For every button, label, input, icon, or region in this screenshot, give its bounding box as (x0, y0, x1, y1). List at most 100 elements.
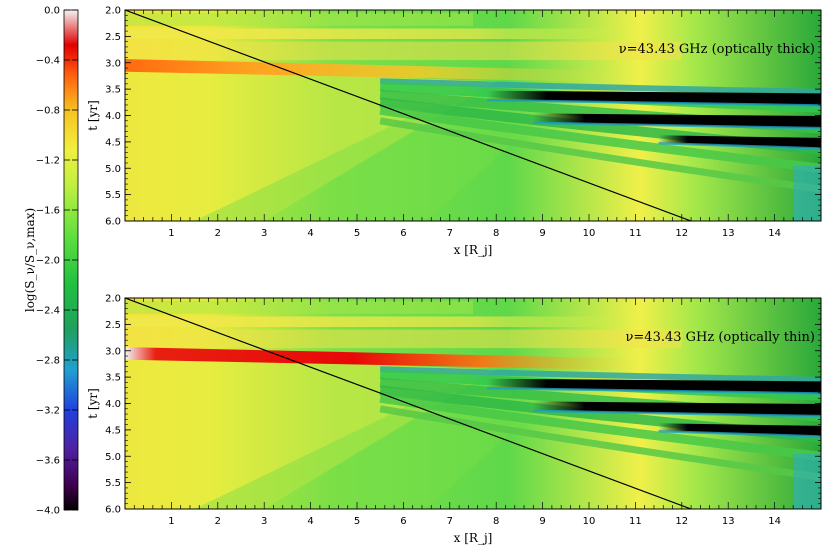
y-tick-label: 3.5 (105, 85, 121, 96)
x-tick-label: 6 (400, 516, 406, 527)
x-tick-label: 12 (675, 516, 688, 527)
x-tick-label: 14 (768, 228, 781, 239)
heatmap-cyan-edge (658, 141, 821, 150)
heatmap-streak (379, 105, 821, 173)
colorbar: 0.0 −0.4 −0.8 −1.2 −1.6 −2.0 −2.4 −2.8 −3.2 −3.6 −… (23, 6, 79, 517)
y-tick-label: 2.5 (105, 320, 121, 331)
y-tick-label: 3.0 (105, 58, 121, 69)
heatmap-cyan-patch (793, 165, 821, 221)
x-tick-label: 7 (447, 516, 453, 527)
heatmap-flare-band (125, 59, 613, 83)
colorbar-tick-label: −2.0 (36, 256, 60, 267)
y-tick-label: 2.0 (105, 294, 121, 305)
heatmap-cyan-patch (793, 453, 821, 509)
y-tick-label: 2.0 (105, 6, 121, 17)
heatmap-flare-band (125, 347, 636, 371)
panel-optically-thin: 1 2 3 4 5 6 7 8 9 10 11 12 13 142.02.53.03.54.04.55.0… (86, 294, 822, 545)
x-tick-label: 8 (493, 228, 499, 239)
colorbar-tick-label: −0.8 (36, 106, 60, 117)
colorbar-tick-label: −1.6 (36, 206, 60, 217)
heatmap-streak (379, 405, 821, 481)
colorbar-tick-label: −1.2 (36, 156, 60, 167)
x-tick-label: 10 (583, 516, 596, 527)
x-tick-label: 9 (539, 516, 545, 527)
heatmap-black-band (658, 423, 821, 437)
panel-annotation: ν=43.43 GHz (optically thin) (626, 330, 815, 345)
x-tick-label: 6 (400, 228, 406, 239)
x-axis-label: x [R_j] (454, 531, 493, 545)
x-tick-label: 10 (583, 228, 596, 239)
colorbar-tick-label: −3.2 (36, 406, 60, 417)
heatmap-black-band (533, 113, 821, 129)
x-tick-label: 13 (722, 228, 735, 239)
x-tick-label: 11 (629, 516, 642, 527)
heatmap-black-band (658, 135, 821, 149)
y-axis-label: t [yr] (86, 100, 100, 131)
heatmap-streak (379, 117, 821, 193)
colorbar-tick-label: −2.8 (36, 356, 60, 367)
colorbar-tick-label: 0.0 (44, 6, 60, 17)
y-axis-label: t [yr] (86, 388, 100, 419)
x-tick-label: 9 (539, 228, 545, 239)
heatmap-streak (380, 366, 821, 383)
heatmap-cyan-edge (533, 121, 821, 130)
y-tick-label: 6.0 (105, 505, 121, 516)
y-tick-label: 4.0 (105, 111, 121, 122)
trajectory-line (125, 10, 692, 221)
heatmap-black-band (533, 401, 821, 417)
heatmap (125, 298, 821, 509)
x-tick-label: 4 (307, 228, 313, 239)
heatmap-streak (379, 393, 821, 461)
x-tick-label: 5 (354, 516, 360, 527)
x-axis-label: x [R_j] (454, 243, 493, 257)
heatmap-black-band (486, 90, 821, 106)
y-tick-label: 3.5 (105, 373, 121, 384)
heatmap-cyan-edge (533, 409, 821, 418)
y-tick-label: 3.0 (105, 346, 121, 357)
panel-optically-thick: 1 2 3 4 5 6 7 8 9 10 11 12 13 142.02.53.03.54.04.55.0… (86, 6, 822, 257)
colorbar-tick-label: −4.0 (36, 506, 60, 517)
x-tick-label: 3 (261, 516, 267, 527)
heatmap-black-band (486, 378, 821, 394)
x-tick-label: 7 (447, 228, 453, 239)
y-tick-label: 5.5 (105, 190, 121, 201)
heatmap-cyan-edge (486, 98, 821, 107)
x-tick-label: 5 (354, 228, 360, 239)
heatmap-upper-band (125, 12, 473, 26)
colorbar-tick-label: −0.4 (36, 56, 60, 67)
panel-annotation: ν=43.43 GHz (optically thick) (619, 42, 815, 57)
x-tick-label: 1 (168, 516, 174, 527)
heatmap (125, 10, 821, 221)
colorbar-tick-label: −2.4 (36, 306, 60, 317)
y-tick-label: 5.0 (105, 164, 121, 175)
x-tick-label: 8 (493, 516, 499, 527)
colorbar-label: log(S_ν/S_ν,max) (23, 208, 37, 312)
x-tick-label: 1 (168, 228, 174, 239)
y-tick-label: 4.0 (105, 399, 121, 410)
trajectory-line (125, 298, 692, 509)
heatmap-cyan-edge (486, 386, 821, 395)
colorbar-tick-label: −3.6 (36, 456, 60, 467)
y-tick-label: 6.0 (105, 217, 121, 228)
x-tick-label: 3 (261, 228, 267, 239)
heatmap-streak (380, 78, 821, 95)
x-tick-label: 13 (722, 516, 735, 527)
x-tick-label: 12 (675, 228, 688, 239)
y-tick-label: 2.5 (105, 32, 121, 43)
y-tick-label: 5.0 (105, 452, 121, 463)
heatmap-upper-band (125, 41, 682, 61)
x-tick-label: 11 (629, 228, 642, 239)
y-tick-label: 5.5 (105, 478, 121, 489)
x-tick-label: 14 (768, 516, 781, 527)
heatmap-upper-band (125, 316, 627, 328)
x-tick-label: 4 (307, 516, 313, 527)
heatmap-upper-band (125, 300, 473, 314)
heatmap-cyan-edge (658, 429, 821, 438)
heatmap-upper-band (125, 28, 627, 40)
y-tick-label: 4.5 (105, 137, 121, 148)
x-tick-label: 2 (215, 516, 221, 527)
heatmap-upper-band (125, 329, 682, 349)
y-tick-label: 4.5 (105, 425, 121, 436)
x-tick-label: 2 (215, 228, 221, 239)
